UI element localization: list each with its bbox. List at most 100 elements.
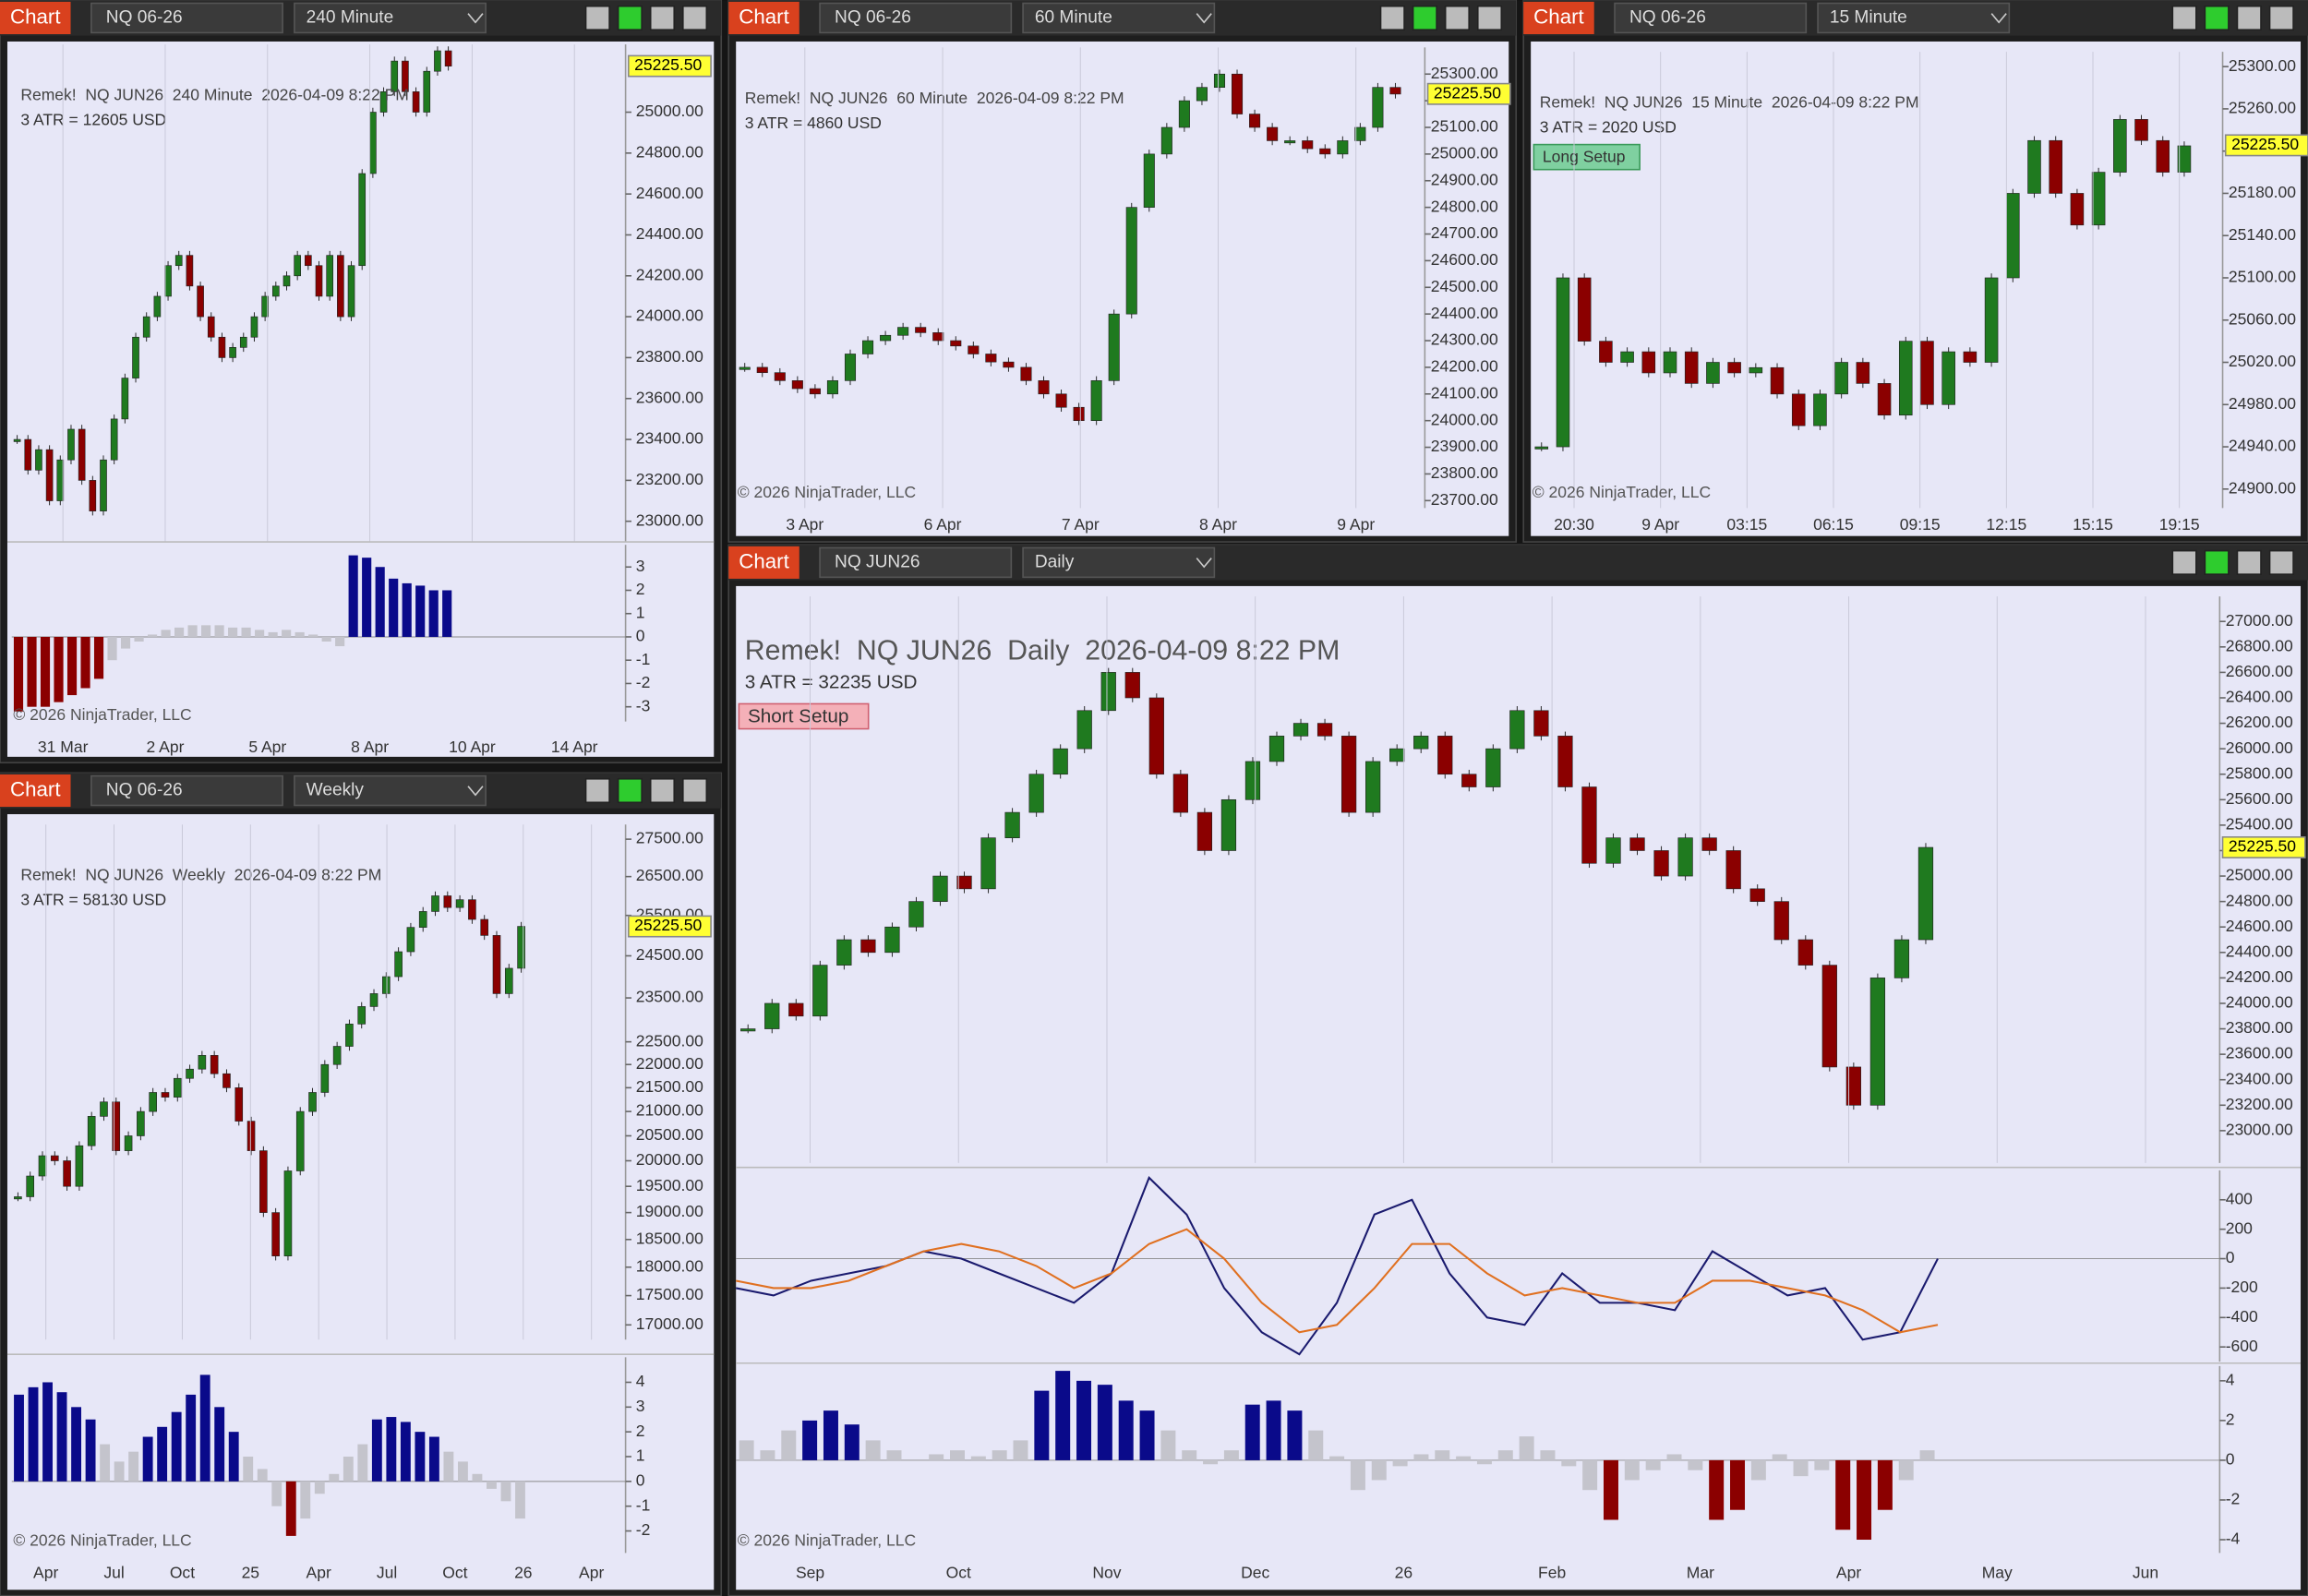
candle bbox=[174, 255, 183, 267]
instrument-field[interactable] bbox=[819, 546, 1013, 579]
histogram-bar bbox=[255, 630, 265, 637]
candle bbox=[2134, 119, 2148, 141]
y-tick-label: 25600.00 bbox=[2226, 789, 2293, 808]
window-button[interactable] bbox=[2268, 5, 2294, 31]
chart-tab[interactable] bbox=[0, 1, 71, 35]
histogram-bar bbox=[228, 1432, 239, 1482]
window-button[interactable] bbox=[2171, 5, 2197, 31]
candle bbox=[294, 255, 301, 277]
histogram-bar bbox=[1371, 1459, 1387, 1481]
histogram-bar bbox=[1160, 1430, 1176, 1460]
histogram-bar bbox=[760, 1450, 775, 1460]
instrument-field[interactable] bbox=[819, 2, 1013, 34]
candle bbox=[315, 265, 323, 297]
window-button[interactable] bbox=[617, 777, 643, 804]
histogram-bar bbox=[1435, 1450, 1450, 1460]
dropdown-arrow[interactable] bbox=[467, 13, 484, 24]
chart-tab[interactable] bbox=[728, 1, 799, 35]
atr-label: 3 ATR = 32235 USD bbox=[745, 672, 918, 693]
window-button[interactable] bbox=[2236, 5, 2262, 31]
window-button[interactable] bbox=[2236, 549, 2262, 575]
chart-tab-label: Chart bbox=[1533, 5, 1584, 28]
candle bbox=[1509, 710, 1525, 750]
window-button[interactable] bbox=[681, 777, 708, 804]
candle bbox=[222, 1073, 231, 1088]
dropdown-arrow[interactable] bbox=[1990, 13, 2007, 24]
x-tick-label: 8 Apr bbox=[351, 738, 389, 756]
candle bbox=[884, 926, 900, 954]
histogram-bar bbox=[1182, 1450, 1197, 1460]
y-tick-label: 22500.00 bbox=[636, 1031, 703, 1050]
candle bbox=[1599, 341, 1613, 363]
window-button[interactable] bbox=[1379, 5, 1405, 31]
window-button[interactable] bbox=[1476, 5, 1503, 31]
copyright: © 2026 NinjaTrader, LLC bbox=[1533, 483, 1711, 501]
window-button[interactable] bbox=[649, 5, 676, 31]
window-button[interactable] bbox=[681, 5, 708, 31]
candle bbox=[186, 1068, 194, 1079]
chart-tab[interactable] bbox=[728, 546, 799, 579]
histogram-bar bbox=[93, 636, 104, 679]
window-button[interactable] bbox=[2268, 549, 2294, 575]
x-tick-label: Dec bbox=[1241, 1563, 1269, 1581]
window-button[interactable] bbox=[584, 777, 610, 804]
candle bbox=[1856, 362, 1870, 384]
dropdown-arrow[interactable] bbox=[467, 786, 484, 797]
window-button[interactable] bbox=[2171, 549, 2197, 575]
window-button[interactable] bbox=[1412, 5, 1437, 31]
candle bbox=[198, 1055, 207, 1070]
window-button[interactable] bbox=[617, 5, 643, 31]
window-button[interactable] bbox=[2204, 5, 2230, 31]
x-tick-label: Oct bbox=[170, 1563, 195, 1581]
window-button[interactable] bbox=[584, 5, 610, 31]
histogram-bar bbox=[781, 1430, 797, 1460]
candle bbox=[1055, 393, 1067, 408]
chart-tab[interactable] bbox=[1523, 1, 1594, 35]
last-price-label: 25225.50 bbox=[2231, 135, 2299, 153]
histogram-bar bbox=[1244, 1404, 1260, 1460]
instrument-field[interactable] bbox=[90, 774, 283, 807]
y-tick-label: 23600.00 bbox=[636, 388, 703, 406]
x-tick-label: 5 Apr bbox=[248, 738, 286, 756]
candle bbox=[1125, 207, 1137, 315]
interval-field[interactable] bbox=[1817, 2, 2011, 34]
interval-text: 240 Minute bbox=[307, 8, 394, 28]
candle bbox=[788, 1002, 804, 1017]
candle bbox=[423, 70, 431, 113]
dropdown-arrow[interactable] bbox=[1196, 558, 1212, 569]
dropdown-arrow[interactable] bbox=[1196, 13, 1212, 24]
histogram-bar bbox=[243, 1457, 254, 1482]
last-price-box bbox=[628, 915, 712, 938]
candle bbox=[2006, 193, 2020, 279]
chart-tab[interactable] bbox=[0, 774, 71, 808]
candle bbox=[2091, 172, 2106, 226]
instrument-text: NQ 06-26 bbox=[1629, 8, 1706, 28]
interval-field[interactable] bbox=[1022, 2, 1216, 34]
interval-field[interactable] bbox=[1022, 546, 1216, 579]
candle bbox=[153, 295, 162, 318]
candle bbox=[394, 951, 403, 978]
candle bbox=[250, 316, 258, 338]
y-tick-label: 21500.00 bbox=[636, 1077, 703, 1096]
interval-field[interactable] bbox=[294, 774, 487, 807]
window-button[interactable] bbox=[2204, 549, 2230, 575]
y-tick-label: 4 bbox=[2226, 1370, 2235, 1388]
oscillator-line bbox=[735, 1176, 1939, 1356]
window-button[interactable] bbox=[649, 777, 676, 804]
y-tick-label: 23400.00 bbox=[636, 429, 703, 448]
histogram-bar bbox=[457, 1461, 468, 1482]
histogram-bar bbox=[472, 1473, 483, 1482]
x-tick-label: 9 Apr bbox=[1337, 515, 1375, 534]
instrument-field[interactable] bbox=[1614, 2, 1808, 34]
candle bbox=[1963, 351, 1977, 363]
y-tick-label: 23800.00 bbox=[1431, 463, 1498, 482]
interval-field[interactable] bbox=[294, 2, 487, 34]
interval-text: Weekly bbox=[307, 781, 365, 800]
window-button[interactable] bbox=[1444, 5, 1470, 31]
histogram-bar bbox=[1392, 1459, 1408, 1467]
instrument-field[interactable] bbox=[90, 2, 283, 34]
candle bbox=[1143, 153, 1155, 208]
histogram-bar bbox=[442, 590, 452, 637]
candle bbox=[932, 875, 948, 902]
